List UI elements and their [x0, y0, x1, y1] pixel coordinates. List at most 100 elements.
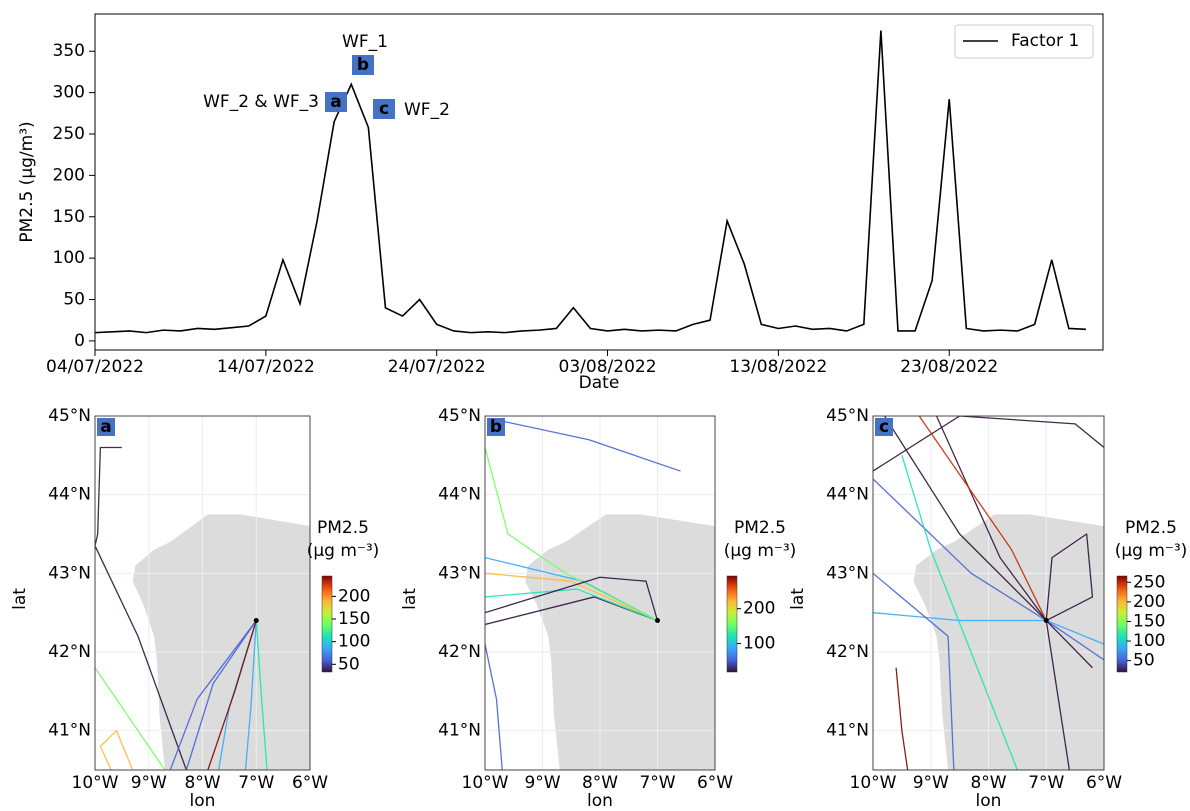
legend-label: Factor 1 — [1011, 31, 1079, 51]
x-tick-label: 8°W — [184, 773, 220, 793]
x-tick-label: 8°W — [970, 773, 1006, 793]
y-tick-label: 45°N — [48, 406, 91, 426]
colorbar-tick-label: 200 — [1133, 592, 1165, 612]
marker-box — [352, 55, 374, 75]
map-area — [485, 416, 715, 770]
legend-box — [954, 24, 1094, 59]
colorbar-tick-label: 250 — [1133, 572, 1165, 592]
y-tick-label: 150 — [53, 207, 85, 227]
x-tick-label: 8°W — [582, 773, 618, 793]
trajectory — [99, 730, 134, 770]
colorbar-unit: (μg m⁻³) — [1115, 541, 1188, 561]
trajectory — [873, 416, 1104, 472]
x-tick-label: 7°W — [238, 773, 274, 793]
y-tick-label: 44°N — [438, 485, 481, 505]
plot-frame — [94, 13, 1104, 351]
colorbar-tick-label: 150 — [1133, 611, 1165, 631]
x-tick-label: 14/07/2022 — [217, 357, 315, 377]
trajectory — [918, 416, 1047, 621]
y-tick-label: 41°N — [48, 721, 91, 741]
land — [132, 514, 310, 770]
trajectory — [485, 576, 659, 621]
trajectory — [95, 446, 187, 770]
y-axis-label: lat — [10, 588, 30, 610]
y-tick-label: 45°N — [826, 406, 869, 426]
y-tick-label: 43°N — [438, 563, 481, 583]
marker-label: c — [379, 99, 389, 119]
trajectory — [185, 620, 257, 770]
colorbar-tick-label: 100 — [338, 632, 370, 652]
y-tick-label: 45°N — [438, 406, 481, 426]
trajectory — [485, 588, 658, 622]
x-tick-label: 13/08/2022 — [729, 357, 827, 377]
colorbar-tick-label: 50 — [338, 654, 360, 674]
marker-box — [325, 92, 347, 112]
site — [655, 618, 660, 624]
x-axis-label: lon — [976, 791, 1002, 811]
x-tick-label: 7°W — [1028, 773, 1064, 793]
x-tick-label: 9°W — [524, 773, 560, 793]
y-tick-label: 42°N — [826, 642, 869, 662]
y-tick-label: 42°N — [438, 642, 481, 662]
panel-label: a — [100, 417, 111, 437]
colorbar-unit: (μg m⁻³) — [724, 541, 797, 561]
x-axis-label: Date — [579, 373, 620, 393]
colorbar-title: PM2.5 — [317, 518, 369, 538]
trajectory — [485, 447, 658, 622]
colorbar — [726, 575, 738, 673]
marker-label: a — [330, 92, 341, 112]
y-axis-label: lat — [400, 588, 420, 610]
trajectory — [95, 667, 166, 770]
panel-label: b — [490, 417, 502, 437]
trajectory — [873, 478, 1104, 661]
x-tick-label: 6°W — [292, 773, 328, 793]
y-tick-label: 44°N — [826, 485, 869, 505]
annotation: WF_1 — [342, 32, 388, 52]
trajectory — [255, 620, 268, 770]
x-tick-label: 10°W — [462, 773, 509, 793]
map-area — [873, 416, 1104, 770]
land — [913, 514, 1104, 770]
x-tick-label: 24/07/2022 — [388, 357, 486, 377]
trajectory — [1045, 533, 1094, 622]
colorbar-title: PM2.5 — [1125, 518, 1177, 538]
panel-box — [487, 418, 505, 436]
x-tick-label: 23/08/2022 — [900, 357, 998, 377]
y-tick-label: 43°N — [826, 563, 869, 583]
y-tick-label: 300 — [53, 83, 85, 103]
colorbar-tick-label: 200 — [743, 599, 775, 619]
y-axis-label: PM2.5 (μg/m³) — [17, 121, 37, 242]
y-tick-label: 250 — [53, 124, 85, 144]
trajectory — [169, 620, 257, 770]
trajectory — [895, 667, 909, 770]
colorbar-tick-label: 150 — [338, 609, 370, 629]
x-tick-label: 04/07/2022 — [46, 357, 144, 377]
y-tick-label: 350 — [53, 41, 85, 61]
x-tick-label: 9°W — [131, 773, 167, 793]
colorbar-tick-label: 200 — [338, 586, 370, 606]
trajectory — [485, 644, 503, 770]
map-frame — [872, 415, 1105, 771]
colorbar — [321, 575, 333, 673]
x-axis-label: lon — [190, 791, 216, 811]
marker-box — [373, 99, 395, 119]
marker-label: b — [357, 55, 369, 75]
colorbar-unit: (μg m⁻³) — [307, 541, 380, 561]
trajectory — [244, 620, 257, 770]
annotation: WF_2 & WF_3 — [203, 92, 319, 112]
trajectory — [901, 455, 1018, 770]
x-tick-label: 03/08/2022 — [559, 357, 657, 377]
y-axis-label: lat — [788, 588, 808, 610]
x-tick-label: 6°W — [1086, 773, 1122, 793]
trajectory — [207, 620, 257, 770]
panel-box — [97, 418, 115, 436]
x-tick-label: 10°W — [850, 773, 897, 793]
colorbar — [1116, 575, 1128, 673]
annotation: WF_2 — [404, 100, 450, 120]
legend: Factor 1 — [954, 24, 1094, 59]
y-tick-label: 50 — [63, 290, 85, 310]
map-area — [95, 416, 310, 770]
colorbar-tick-label: 50 — [1133, 651, 1155, 671]
colorbar-title: PM2.5 — [734, 518, 786, 538]
